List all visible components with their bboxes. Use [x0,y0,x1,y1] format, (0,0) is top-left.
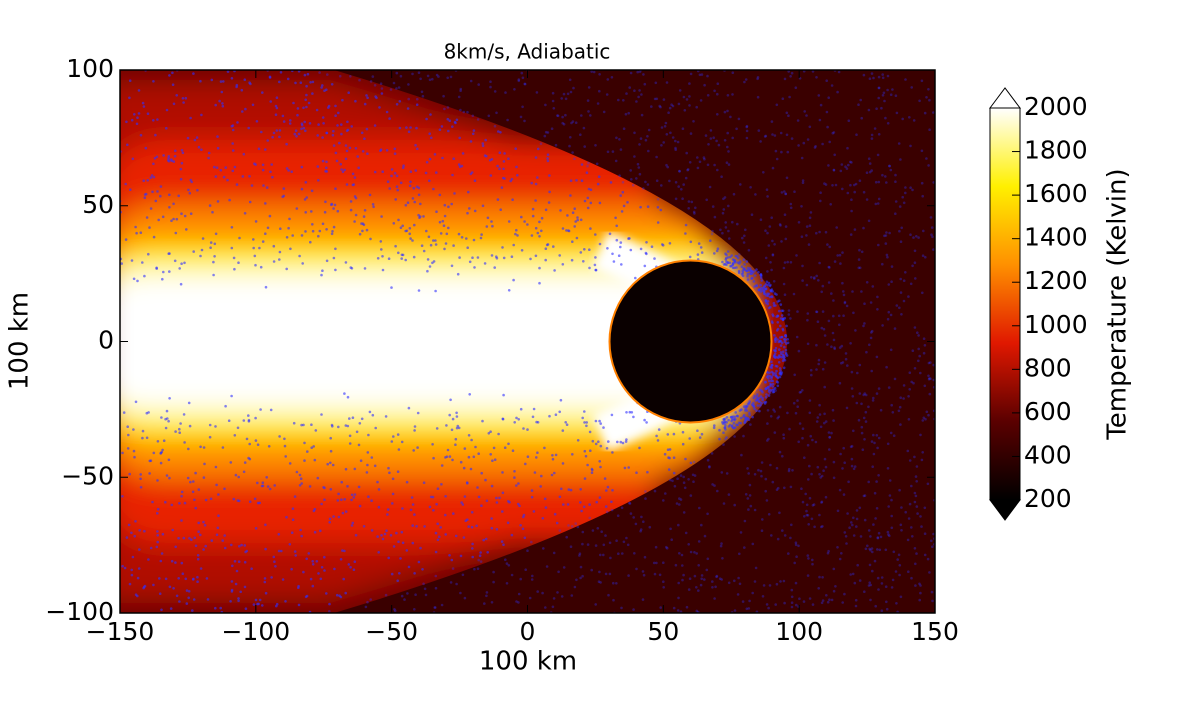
x-tick-label: −50 [365,617,418,646]
colorbar-extend-bottom [989,499,1021,521]
colorbar-tick-label: 1400 [1024,223,1088,252]
y-tick-label: −50 [61,461,114,490]
y-tick-label: −100 [45,597,114,626]
heatmap [120,70,935,613]
y-tick-label: 50 [82,190,114,219]
y-axis-label: 100 km [5,292,35,390]
colorbar-tick-label: 600 [1024,397,1072,426]
colorbar-tick-label: 2000 [1024,92,1088,121]
x-tick-label: 150 [911,617,959,646]
colorbar-tick-label: 400 [1024,440,1072,469]
chart-title: 8km/s, Adiabatic [444,40,611,64]
colorbar-extend-top [989,87,1021,109]
x-axis-label: 100 km [479,647,577,677]
y-tick-label: 100 [66,54,114,83]
colorbar-tick-label: 1000 [1024,310,1088,339]
x-tick-label: −100 [221,617,290,646]
x-tick-label: −150 [86,617,155,646]
colorbar-tick-label: 1800 [1024,136,1088,165]
colorbar-tick-label: 200 [1024,484,1072,513]
x-tick-label: 50 [647,617,679,646]
colorbar-tick-label: 1600 [1024,179,1088,208]
colorbar-tick-label: 1200 [1024,266,1088,295]
x-tick-label: 100 [775,617,823,646]
particles [120,70,935,613]
colorbar-label: Temperature (Kelvin) [1103,168,1133,440]
x-tick-label: 0 [520,617,536,646]
colorbar-tick-label: 800 [1024,353,1072,382]
colorbar [989,107,1021,501]
y-tick-label: 0 [98,326,114,355]
